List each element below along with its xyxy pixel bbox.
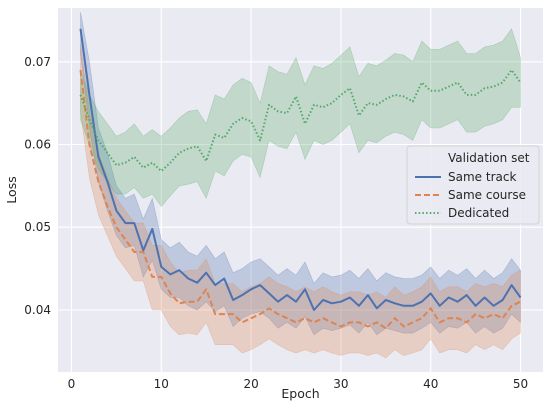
x-axis-label: Epoch [281, 386, 319, 401]
x-tick-label: 40 [423, 377, 438, 391]
band-dedicated [80, 28, 521, 207]
y-tick-label: 0.07 [24, 55, 51, 69]
x-tick-label: 50 [513, 377, 528, 391]
x-axis-ticks: 0 10 20 30 40 50 [68, 377, 529, 391]
x-tick-label: 0 [68, 377, 76, 391]
legend-label: Dedicated [448, 206, 509, 220]
legend-label: Same course [448, 188, 526, 202]
legend-box [406, 145, 540, 225]
y-tick-label: 0.06 [24, 138, 51, 152]
legend: Validation set Same track Same course Dedic… [406, 145, 540, 225]
x-tick-label: 20 [243, 377, 258, 391]
y-tick-label: 0.05 [24, 220, 51, 234]
y-axis-ticks: 0.04 0.05 0.06 0.07 [24, 55, 51, 317]
legend-label: Same track [448, 170, 516, 184]
line-same-course [79, 69, 521, 330]
x-tick-label: 30 [333, 377, 348, 391]
legend-title: Validation set [448, 151, 530, 165]
line-dedicated [79, 69, 522, 172]
y-axis-label: Loss [4, 176, 19, 203]
x-tick-label: 10 [154, 377, 169, 391]
line-same-track [79, 28, 522, 311]
band-same-track [80, 12, 521, 336]
series-lines [79, 28, 522, 330]
y-tick-label: 0.04 [24, 303, 51, 317]
